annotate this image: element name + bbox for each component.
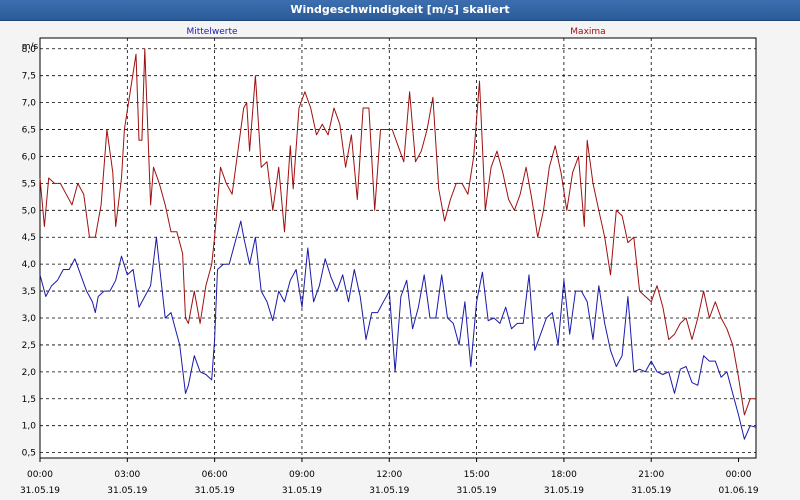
x-tick-time: 09:00 xyxy=(289,470,315,480)
x-tick-time: 21:00 xyxy=(638,470,664,480)
y-tick-label: 2,0 xyxy=(22,368,37,378)
legend-mittelwerte: Mittelwerte xyxy=(186,27,237,37)
x-tick-date: 31.05.19 xyxy=(544,486,584,496)
y-tick-label: 4,5 xyxy=(22,233,36,243)
y-tick-label: 8,0 xyxy=(22,45,37,55)
y-tick-label: 5,0 xyxy=(22,206,37,216)
x-tick-date: 31.05.19 xyxy=(107,486,147,496)
y-tick-label: 4,0 xyxy=(22,260,37,270)
x-tick-time: 18:00 xyxy=(551,470,577,480)
y-tick-label: 0,5 xyxy=(22,449,36,459)
x-tick-time: 12:00 xyxy=(376,470,402,480)
x-tick-date: 31.05.19 xyxy=(282,486,322,496)
y-tick-label: 3,0 xyxy=(22,314,37,324)
x-tick-date: 01.06.19 xyxy=(718,486,758,496)
y-tick-label: 3,5 xyxy=(22,287,36,297)
y-tick-label: 1,0 xyxy=(22,422,37,432)
x-tick-time: 00:00 xyxy=(726,470,752,480)
y-axis-label: m/s xyxy=(22,42,39,52)
x-tick-date: 31.05.19 xyxy=(195,486,235,496)
y-tick-label: 1,5 xyxy=(22,395,36,405)
x-tick-time: 06:00 xyxy=(202,470,228,480)
series-layer xyxy=(39,48,757,440)
x-tick-date: 31.05.19 xyxy=(369,486,409,496)
axes-layer: 0,5 1,0 1,5 2,0 2,5 3,0 3,5 4,0 4,5 5,0 5,5 6,0 6,5 7… xyxy=(20,45,759,496)
x-tick-time: 00:00 xyxy=(27,470,53,480)
x-tick-time: 03:00 xyxy=(114,470,140,480)
y-tick-label: 5,5 xyxy=(22,179,36,189)
plot-area xyxy=(39,37,757,459)
x-tick-date: 31.05.19 xyxy=(631,486,671,496)
legend-maxima: Maxima xyxy=(570,27,605,37)
y-tick-label: 7,0 xyxy=(22,99,37,109)
series-line-maxima xyxy=(39,48,756,416)
y-tick-label: 7,5 xyxy=(22,72,36,82)
x-tick-date: 31.05.19 xyxy=(20,486,60,496)
y-tick-label: 6,0 xyxy=(22,152,37,162)
y-tick-label: 2,5 xyxy=(22,341,36,351)
x-tick-date: 31.05.19 xyxy=(457,486,497,496)
y-tick-label: 6,5 xyxy=(22,126,36,136)
chart-title: Windgeschwindigkeit [m/s] skaliert xyxy=(0,0,800,21)
series-line-mittelwerte xyxy=(39,220,757,440)
x-tick-time: 15:00 xyxy=(464,470,490,480)
